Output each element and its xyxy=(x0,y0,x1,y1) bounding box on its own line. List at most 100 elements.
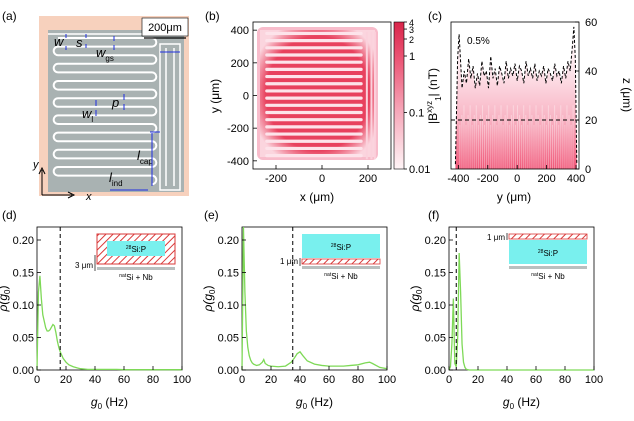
y-tick-label: 0.15 xyxy=(218,268,239,280)
layer-label: 28Si:P xyxy=(331,243,351,252)
y-axis-label: ρ(g0) xyxy=(408,286,424,313)
heatmap-ylabel: y (μm) xyxy=(208,79,222,113)
x-tick-label: 0 xyxy=(446,374,452,386)
panel-b: (b) -200 0 200 400 200 0 -200 -400 x (μm) y (μm… xyxy=(205,9,443,204)
x-tick-label: 80 xyxy=(559,374,571,386)
x-axis-label: g0 (Hz) xyxy=(91,395,128,411)
colorbar-tick-label: 0.1 xyxy=(409,108,424,120)
colorbar-tick-label: 4 xyxy=(409,18,414,28)
resonator-metal xyxy=(48,30,184,192)
x-tick-label: 60 xyxy=(323,374,335,386)
inset-diagram: 28Si:P natSi + Nb 1 μm xyxy=(487,233,588,281)
distribution-curve xyxy=(241,226,388,371)
label-wl: wl xyxy=(82,106,93,124)
layer-label: 28Si:P xyxy=(538,249,558,258)
label-wgs: wgs xyxy=(96,45,114,63)
base-label: natSi + Nb xyxy=(119,273,153,282)
x-tick-label: 20 xyxy=(60,374,72,386)
panel-f: (f) 0 20 40 60 80 100 0.00 0.05 0.10 0.15 0.20 g0 (H… xyxy=(408,208,603,411)
panel-d: (d) 0 20 40 60 80 100 0.00 0.05 0.10 0.15 0.20 g0 (H… xyxy=(0,208,191,411)
y-tick-label: 400 xyxy=(231,25,249,37)
x-tick-label: 20 xyxy=(472,374,484,386)
geometry-annotations: w s wgs p wl lcap lind xyxy=(54,34,153,188)
y-tick-label: 200 xyxy=(231,58,249,70)
annotation-arrows xyxy=(65,34,180,191)
y-tick-label: 0 xyxy=(585,164,591,176)
sip-layer xyxy=(509,240,587,264)
y-tick-label: 0.20 xyxy=(218,235,239,247)
y-tick-label: 0.05 xyxy=(218,333,239,345)
y-tick-label: 0.10 xyxy=(218,300,239,312)
y-tick-label: 0 xyxy=(243,91,249,103)
x-tick-label: 60 xyxy=(118,374,130,386)
panel-f-tag: (f) xyxy=(428,208,439,222)
y-tick-label: 40 xyxy=(585,66,597,78)
x-tick-label: 20 xyxy=(265,374,277,386)
x-tick-label: 0 xyxy=(514,173,520,185)
y-tick-label: 0.00 xyxy=(13,365,34,377)
inset-diagram: 28Si:P natSi + Nb 3 μm xyxy=(75,233,176,282)
y-tick-label: 0.15 xyxy=(425,268,446,280)
x-tick-label: 400 xyxy=(567,173,585,185)
x-tick-label: 0 xyxy=(319,173,325,185)
distribution-panels: (d) 0 20 40 60 80 100 0.00 0.05 0.10 0.15 0.20 g0 (H… xyxy=(0,208,603,411)
y-tick-label: 0.00 xyxy=(425,365,446,377)
label-lind: lind xyxy=(109,170,123,188)
colorbar-tick-label: 1 xyxy=(409,51,415,63)
scale-bar-label: 200μm xyxy=(148,22,182,34)
y-tick-label: 0.20 xyxy=(425,235,446,247)
y-tick-label: 0.20 xyxy=(13,235,34,247)
x-tick-label: 40 xyxy=(89,374,101,386)
scale-bar-box xyxy=(141,17,189,37)
base-label: natSi + Nb xyxy=(531,272,565,281)
x-tick-label: 0 xyxy=(239,374,245,386)
thickness-label: 1 μm xyxy=(280,257,298,266)
contour-line xyxy=(454,26,578,165)
y-tick-label: -200 xyxy=(227,123,249,135)
x-tick-label: 200 xyxy=(359,173,377,185)
colorbar xyxy=(393,21,405,170)
thickness-label: 3 μm xyxy=(75,261,93,270)
x-tick-label: 0 xyxy=(34,374,40,386)
y-tick-label: 0.00 xyxy=(218,365,239,377)
y-axis-label: ρ(g0) xyxy=(0,286,12,313)
meander-trace xyxy=(265,31,363,158)
y-axis-label: ρ(g0) xyxy=(201,286,217,313)
x-tick-label: 80 xyxy=(352,374,364,386)
colorbar-ticks: 432 1 0.1 0.01 xyxy=(404,18,430,176)
heatmap-meander xyxy=(265,31,376,160)
hatched-layer xyxy=(508,233,588,240)
panel-d-tag: (d) xyxy=(2,208,17,222)
axis-x-label: x xyxy=(85,191,92,203)
metal-layer xyxy=(509,266,587,269)
heatmap-axes: -200 0 200 400 200 0 -200 -400 xyxy=(227,25,377,185)
label-p: p xyxy=(111,95,119,110)
capacitor-frame xyxy=(159,43,181,191)
colorbar-tick-label: 3 xyxy=(409,25,414,35)
x-tick-label: -200 xyxy=(477,173,499,185)
colorbar-tick-label: 2 xyxy=(409,35,414,45)
y-tick-label: 0.15 xyxy=(13,268,34,280)
contour-annotation: 0.5% xyxy=(467,36,490,47)
base-label: natSi + Nb xyxy=(324,272,358,281)
x-tick-label: -400 xyxy=(447,173,469,185)
panel-e-tag: (e) xyxy=(204,208,219,222)
label-lcap: lcap xyxy=(137,148,153,166)
label-s: s xyxy=(76,35,83,50)
plot-frame xyxy=(450,21,580,170)
field-fill xyxy=(455,26,577,170)
y-tick-label: 0.05 xyxy=(13,333,34,345)
sip-layer xyxy=(302,234,380,258)
y-tick-label: 0.10 xyxy=(13,300,34,312)
contour-xlabel: y (μm) xyxy=(497,190,531,204)
axes-indicator xyxy=(38,166,76,199)
axis-y-label: y xyxy=(32,159,40,171)
x-tick-label: 100 xyxy=(378,374,396,386)
x-tick-label: 100 xyxy=(173,374,191,386)
x-tick-label: -200 xyxy=(265,173,287,185)
y-tick-label: 0.05 xyxy=(425,333,446,345)
y-tick-label: 20 xyxy=(585,115,597,127)
x-tick-label: 200 xyxy=(537,173,555,185)
